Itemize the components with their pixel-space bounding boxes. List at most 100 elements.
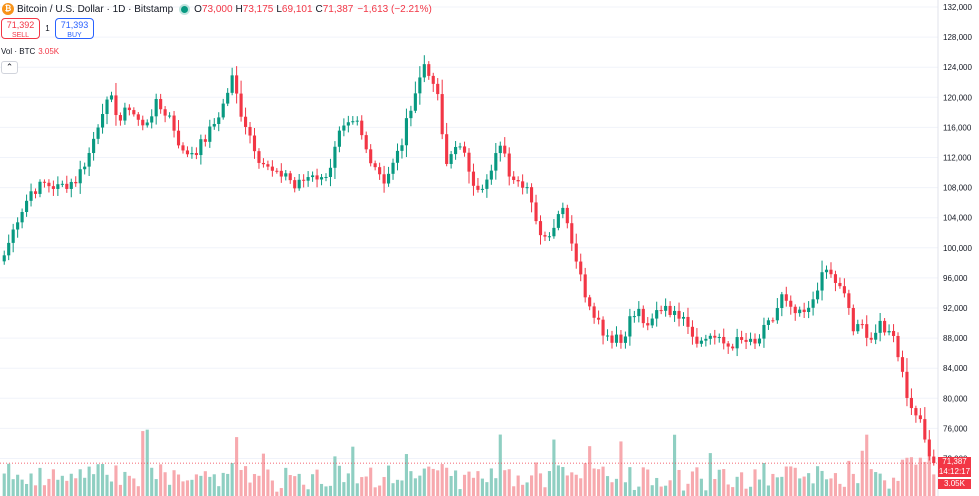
- candle-body: [235, 75, 239, 94]
- volume-legend[interactable]: Vol · BTC 3.05K: [1, 47, 59, 56]
- low-value: 69,101: [281, 3, 313, 15]
- candle-body: [525, 187, 529, 189]
- y-tick-label: 96,000: [943, 274, 968, 283]
- volume-bar: [507, 469, 511, 496]
- candle-body: [597, 317, 601, 320]
- volume-bar: [909, 457, 913, 496]
- candle-body: [297, 179, 301, 189]
- candle-body: [69, 181, 73, 189]
- candle-body: [659, 310, 663, 312]
- candle-body: [588, 297, 592, 307]
- last-price-tag: 71,387 14:12:17: [938, 457, 971, 478]
- candle-body: [565, 207, 569, 224]
- y-tick-label: 124,000: [943, 63, 972, 72]
- candle-body: [851, 307, 855, 332]
- volume-bar: [574, 474, 578, 496]
- volume-bar: [47, 478, 51, 496]
- candle-body: [923, 419, 927, 440]
- volume-bar: [655, 477, 659, 496]
- trade-buttons: 71,392 SELL 1 71,393 BUY: [1, 18, 94, 39]
- candle-body: [324, 176, 328, 178]
- volume-bar: [284, 467, 288, 496]
- candle-body: [708, 335, 712, 339]
- open-value: 73,000: [201, 3, 233, 15]
- volume-bar: [369, 467, 373, 496]
- volume-bar: [168, 484, 172, 496]
- y-tick-label: 88,000: [943, 334, 968, 343]
- volume-bar: [731, 487, 735, 496]
- candle-body: [784, 294, 788, 301]
- last-volume-tag: 3.05K: [938, 479, 971, 489]
- candle-body: [123, 107, 127, 121]
- candle-body: [673, 310, 677, 315]
- volume-bar: [918, 457, 922, 496]
- sell-price: 71,392: [6, 20, 35, 30]
- market-status-icon[interactable]: [181, 5, 189, 13]
- bar-countdown: 14:12:17: [938, 467, 971, 477]
- buy-button[interactable]: 71,393 BUY: [55, 18, 94, 39]
- candle-body: [494, 153, 498, 171]
- candle-body: [454, 146, 458, 155]
- volume-bar: [521, 484, 525, 496]
- volume-bar: [583, 463, 587, 496]
- candle-body: [159, 98, 163, 110]
- volume-bar: [601, 466, 605, 496]
- candle-body: [337, 130, 341, 147]
- symbol-title[interactable]: Bitcoin / U.S. Dollar · 1D · Bitstamp: [17, 3, 174, 15]
- high-value: 73,175: [242, 3, 274, 15]
- candle-body: [637, 308, 641, 317]
- volume-bar: [235, 437, 239, 496]
- sell-button[interactable]: 71,392 SELL: [1, 18, 40, 39]
- candle-body: [467, 152, 471, 172]
- candle-body: [319, 177, 324, 180]
- volume-bar: [311, 474, 315, 496]
- candle-body: [172, 115, 176, 131]
- volume-bar: [605, 476, 610, 496]
- volume-bar: [445, 467, 449, 496]
- volume-bar: [811, 483, 815, 496]
- volume-bar: [597, 469, 601, 496]
- candle-body: [699, 340, 703, 344]
- y-tick-label: 84,000: [943, 364, 968, 373]
- candle-body: [722, 336, 726, 344]
- candle-body: [619, 334, 623, 343]
- candle-body: [489, 170, 493, 180]
- volume-bar: [159, 464, 163, 496]
- candle-body: [534, 202, 538, 222]
- volume-bar: [668, 480, 672, 496]
- volume-bar: [641, 467, 645, 496]
- volume-bar: [503, 470, 507, 496]
- volume-bar: [239, 469, 243, 496]
- volume-bar: [762, 462, 766, 496]
- volume-bar: [25, 483, 29, 496]
- volume-bar: [199, 475, 203, 496]
- candle-body: [47, 182, 51, 187]
- volume-bar: [346, 473, 350, 496]
- candle-body: [136, 114, 140, 120]
- chevron-up-icon[interactable]: ⌃: [1, 61, 18, 74]
- price-axis[interactable]: 132,000 128,000 124,000 120,000 116,000 112,0…: [943, 3, 972, 464]
- volume-bar: [485, 482, 489, 496]
- volume-bar: [409, 471, 413, 496]
- volume-bar: [748, 486, 753, 496]
- volume-bar: [105, 474, 109, 496]
- grid-lines: [0, 6, 938, 459]
- candle-body: [664, 305, 668, 311]
- high-label: H: [235, 3, 243, 15]
- volume-bar: [127, 475, 131, 496]
- candle-body: [60, 183, 64, 185]
- candle-body: [449, 154, 453, 164]
- candle-body: [114, 95, 118, 116]
- volume-bar: [856, 483, 860, 496]
- candle-body: [726, 343, 730, 347]
- volume-bar: [914, 464, 918, 496]
- candle-body: [780, 294, 784, 309]
- candle-body: [16, 222, 20, 230]
- candle-body: [311, 175, 315, 178]
- candle-body: [400, 145, 404, 151]
- volume-bar: [570, 472, 574, 496]
- candle-body: [869, 337, 873, 340]
- candle-body: [248, 126, 252, 136]
- volume-bar: [328, 485, 333, 496]
